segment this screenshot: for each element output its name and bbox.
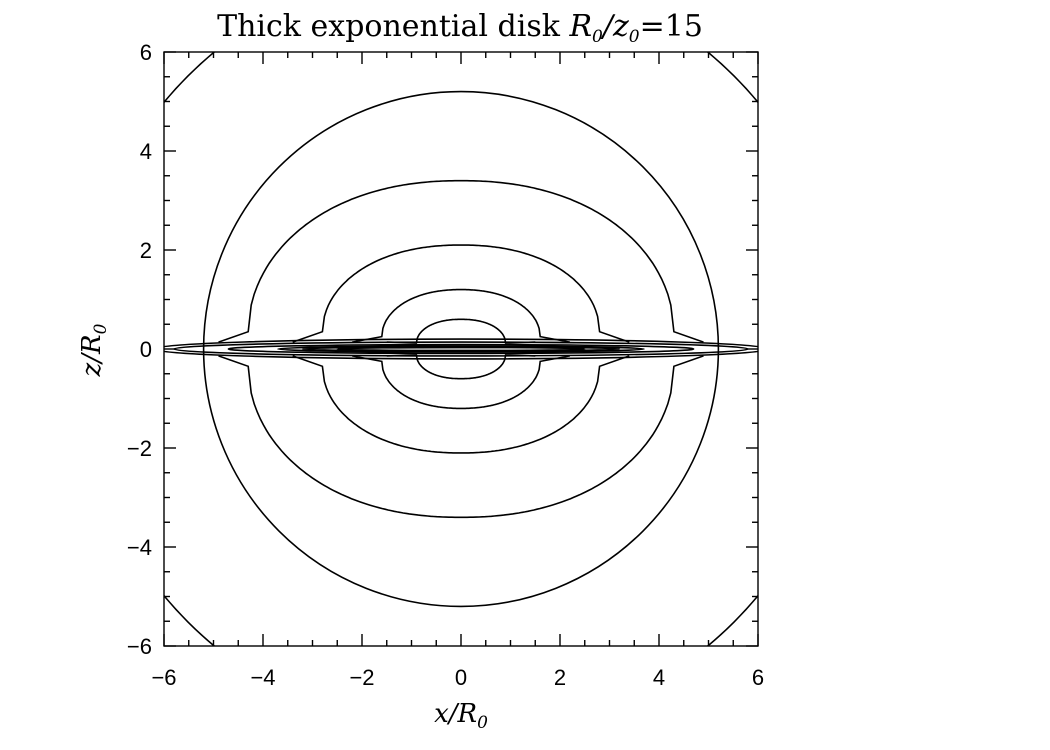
x-tick-label: −2	[349, 665, 374, 690]
x-tick-label: −6	[151, 665, 176, 690]
x-tick-label: 4	[653, 665, 665, 690]
y-tick-label: −6	[127, 634, 152, 659]
title-z: z	[612, 9, 629, 44]
disk-contour-1	[164, 338, 758, 360]
plot-frame	[163, 51, 759, 647]
y-axis-label-sub: 0	[91, 323, 111, 334]
y-tick-label: 4	[140, 139, 152, 164]
x-tick-label: 6	[752, 665, 764, 690]
x-tick-labels: −6 −4 −2 0 2 4 6	[151, 665, 764, 690]
axis-ticks	[163, 51, 759, 647]
disk-contour-6	[336, 346, 586, 352]
y-tick-label: −2	[127, 436, 152, 461]
halo-contour-top-1	[218, 179, 704, 343]
x-tick-label: −4	[250, 665, 275, 690]
title-z-sub: 0	[629, 27, 640, 47]
y-tick-label: −4	[127, 535, 152, 560]
outer-contour-2	[202, 90, 720, 608]
y-axis-label-main: z/R	[77, 334, 107, 377]
y-tick-labels: −6 −4 −2 0 2 4 6	[127, 40, 152, 659]
disk-contour-3	[227, 343, 695, 355]
y-tick-label: 6	[140, 40, 152, 65]
title-slash: /	[600, 9, 616, 44]
x-axis-label: x/R0	[434, 699, 488, 733]
x-axis-label-sub: 0	[477, 713, 488, 733]
halo-contour-bottom-3	[351, 355, 571, 410]
halo-contour-top-2	[292, 244, 630, 343]
title-r: R	[568, 9, 592, 44]
title-prefix: Thick exponential disk	[217, 9, 569, 44]
halo-contour-top-4	[386, 318, 536, 344]
title-r-sub: 0	[592, 27, 603, 47]
y-tick-label: 2	[140, 238, 152, 263]
outer-contour-1	[164, 52, 758, 646]
y-axis-label: z/R0	[77, 323, 111, 377]
x-axis-label-main: x/R	[434, 699, 477, 729]
halo-contour-bottom-4	[386, 354, 536, 380]
halo-contour-bottom-1	[218, 355, 704, 519]
disk-contour-4	[277, 345, 645, 353]
title-rest: =15	[640, 9, 703, 44]
chart-title: Thick exponential disk R0/z0=15	[217, 9, 703, 47]
x-tick-label: 0	[455, 665, 467, 690]
x-tick-label: 2	[554, 665, 566, 690]
y-tick-label: 0	[140, 337, 152, 362]
halo-contour-bottom-2	[292, 355, 630, 454]
halo-contour-top-3	[351, 288, 571, 343]
contour-lines	[164, 52, 758, 646]
